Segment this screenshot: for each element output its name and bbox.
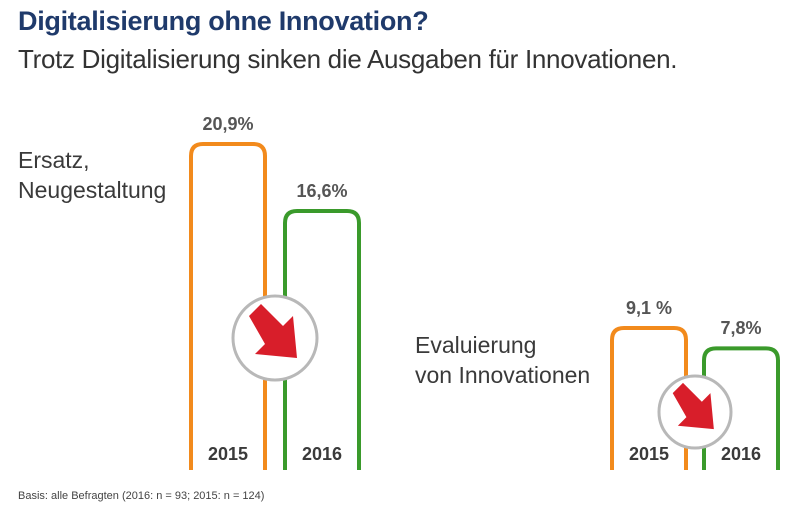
category-label-line: von Innovationen [415, 362, 591, 388]
year-label-2015: 2015 [207, 444, 249, 464]
category-label-line: Evaluierung [415, 332, 537, 358]
bar-2015-0 [189, 141, 267, 470]
year-label-2016: 2016 [720, 444, 762, 464]
value-label-2016: 16,6% [296, 181, 348, 202]
category-label-ersatz: Ersatz, Neugestaltung [18, 145, 166, 205]
category-label-evaluierung: Evaluierung von Innovationen [415, 330, 590, 390]
bar-2015-1 [610, 326, 688, 470]
year-label-2015: 2015 [628, 444, 670, 464]
chart-title: Digitalisierung ohne Innovation? [18, 6, 429, 36]
bar-2016-1 [702, 346, 780, 470]
value-label-2015: 9,1 % [625, 298, 673, 319]
down-arrow-icon [249, 304, 297, 358]
bar-2016-0 [283, 209, 361, 470]
year-label-2016: 2016 [301, 444, 343, 464]
category-label-line: Ersatz, [18, 147, 90, 173]
category-label-line: Neugestaltung [18, 177, 167, 203]
down-arrow-icon [672, 382, 714, 430]
value-label-2016: 7,8% [720, 318, 762, 339]
footnote: Basis: alle Befragten (2016: n = 93; 201… [18, 490, 265, 502]
chart-subtitle: Trotz Digitalisierung sinken die Ausgabe… [18, 44, 678, 74]
value-label-2015: 20,9% [202, 113, 254, 134]
